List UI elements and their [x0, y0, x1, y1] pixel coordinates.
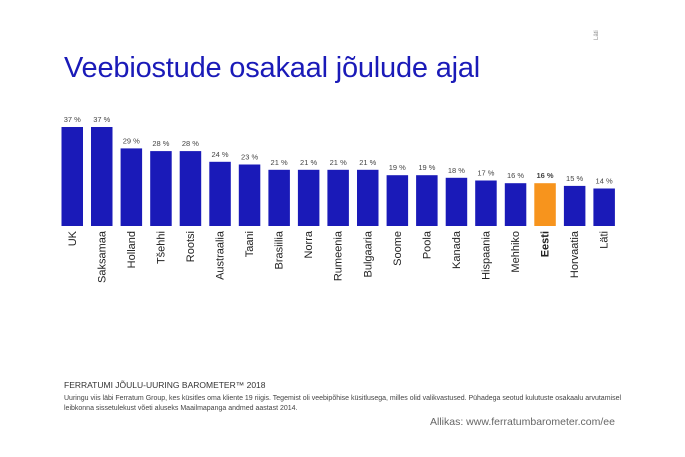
value-label-uk: 37 %	[64, 115, 81, 124]
value-label-hispaania: 17 %	[477, 169, 494, 178]
value-label-tšehhi: 28 %	[152, 139, 169, 148]
bar-holland	[120, 148, 143, 226]
value-label-poola: 19 %	[418, 163, 435, 172]
survey-note: Uuringu viis läbi Ferratum Group, kes kü…	[64, 395, 622, 412]
category-label-horvaatia: Horvaatia	[569, 230, 581, 278]
value-label-mehhiko: 16 %	[507, 171, 524, 180]
value-label-eesti: 16 %	[536, 171, 553, 180]
value-label-rootsi: 28 %	[182, 139, 199, 148]
category-label-rumeenia: Rumeenia	[333, 230, 345, 281]
bar-tšehhi	[150, 151, 172, 226]
bar-soome	[386, 175, 409, 226]
category-label-norra: Norra	[303, 230, 315, 258]
category-label-soome: Soome	[392, 231, 404, 266]
bar-rumeenia	[327, 169, 349, 226]
bar-läti	[593, 188, 615, 226]
bar-bulgaaria	[357, 169, 379, 226]
category-label-kanada: Kanada	[451, 230, 463, 269]
source-link[interactable]: Allikas: www.ferratumbarometer.com/ee	[430, 416, 615, 428]
value-label-läti: 14 %	[596, 177, 613, 186]
category-label-bulgaaria: Bulgaaria	[362, 230, 374, 277]
value-label-kanada: 18 %	[448, 166, 465, 175]
bar-saksamaa	[91, 127, 113, 226]
bar-brasiilia	[268, 169, 290, 226]
chart-title: Veebiostude osakaal jõulude ajal	[64, 52, 481, 84]
value-label-holland: 29 %	[123, 136, 140, 145]
bar-chart: 37 % UK 37 % Saksamaa 29 % Holland 28 % Tšehhi 2…	[61, 115, 615, 283]
bar-rootsi	[179, 151, 202, 226]
value-label-saksamaa: 37 %	[93, 115, 110, 124]
category-label-eesti: Eesti	[540, 231, 552, 257]
category-label-saksamaa: Saksamaa	[96, 230, 108, 283]
category-label-brasiilia: Brasiilia	[274, 230, 286, 269]
category-label-tšehhi: Tšehhi	[155, 231, 167, 264]
category-label-austraalia: Austraalia	[215, 230, 227, 280]
value-label-austraalia: 24 %	[211, 150, 228, 159]
category-label-taani: Taani	[244, 231, 256, 257]
bar-uk	[61, 127, 83, 226]
value-label-bulgaaria: 21 %	[359, 158, 376, 167]
bar-horvaatia	[563, 185, 586, 226]
bar-mehhiko	[504, 183, 527, 226]
value-label-rumeenia: 21 %	[330, 158, 347, 167]
category-label-hispaania: Hispaania	[480, 230, 492, 280]
value-label-taani: 23 %	[241, 153, 258, 162]
bar-poola	[416, 175, 438, 226]
category-label-läti: Läti	[599, 231, 611, 249]
value-label-brasiilia: 21 %	[271, 158, 288, 167]
survey-heading: FERRATUMI JÕULU-UURING BAROMETER™ 2018	[64, 380, 266, 390]
category-label-mehhiko: Mehhiko	[510, 231, 522, 273]
value-label-norra: 21 %	[300, 158, 317, 167]
category-label-holland: Holland	[126, 231, 138, 268]
bar-hispaania	[475, 180, 497, 226]
category-label-rootsi: Rootsi	[185, 231, 197, 262]
value-label-horvaatia: 15 %	[566, 174, 583, 183]
value-label-soome: 19 %	[389, 163, 406, 172]
bar-norra	[297, 169, 320, 226]
bar-taani	[238, 164, 261, 226]
bar-eesti	[534, 183, 556, 226]
bar-austraalia	[209, 161, 231, 226]
category-label-uk: UK	[67, 230, 79, 246]
category-label-poola: Poola	[421, 230, 433, 259]
bar-kanada	[445, 177, 468, 226]
